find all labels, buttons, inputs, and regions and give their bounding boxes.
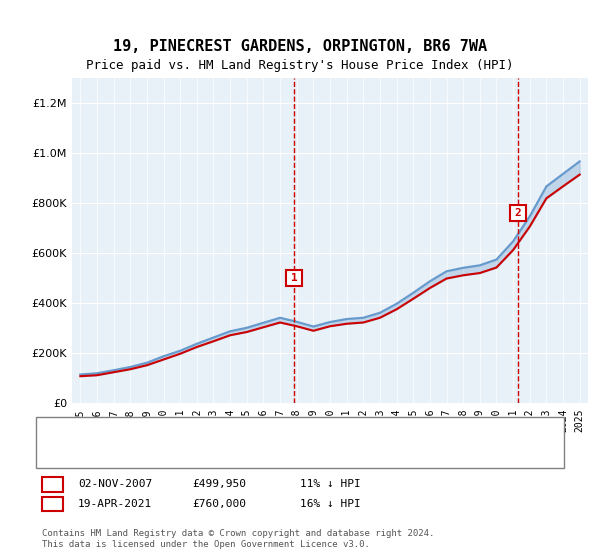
Text: ─────: ───── [60,427,97,441]
Text: 1: 1 [290,273,297,283]
Text: 19-APR-2021: 19-APR-2021 [78,499,152,509]
Text: 16% ↓ HPI: 16% ↓ HPI [300,499,361,509]
Text: ─────: ───── [60,442,97,456]
Text: 2: 2 [515,208,521,218]
Text: £499,950: £499,950 [192,479,246,489]
Text: 19, PINECREST GARDENS, ORPINGTON, BR6 7WA (detached house): 19, PINECREST GARDENS, ORPINGTON, BR6 7W… [108,429,470,439]
Text: HPI: Average price, detached house, Bromley: HPI: Average price, detached house, Brom… [108,444,377,454]
Text: 1: 1 [49,479,56,489]
Text: 11% ↓ HPI: 11% ↓ HPI [300,479,361,489]
Text: 19, PINECREST GARDENS, ORPINGTON, BR6 7WA: 19, PINECREST GARDENS, ORPINGTON, BR6 7W… [113,39,487,54]
Text: Contains HM Land Registry data © Crown copyright and database right 2024.
This d: Contains HM Land Registry data © Crown c… [42,529,434,549]
Text: Price paid vs. HM Land Registry's House Price Index (HPI): Price paid vs. HM Land Registry's House … [86,59,514,72]
Text: £760,000: £760,000 [192,499,246,509]
Text: 02-NOV-2007: 02-NOV-2007 [78,479,152,489]
Text: 2: 2 [49,499,56,509]
